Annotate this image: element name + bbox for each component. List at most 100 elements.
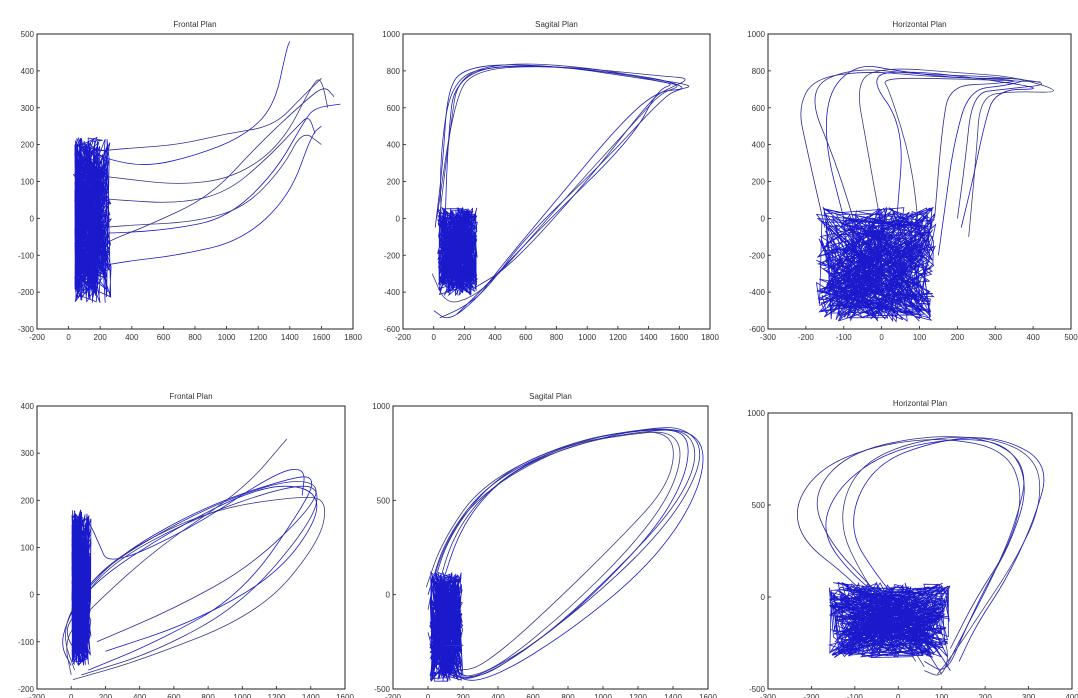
y-tick-label: 300 [21, 104, 35, 113]
x-tick-label: -200 [29, 333, 46, 342]
x-tick-label: 400 [1065, 693, 1078, 698]
x-tick-label: 200 [99, 693, 113, 698]
series-trace [427, 429, 689, 679]
y-tick-label: 600 [387, 104, 401, 113]
x-tick-label: 0 [896, 693, 901, 698]
x-tick-label: 400 [491, 693, 505, 698]
y-tick-label: 600 [752, 104, 766, 113]
series-trace [884, 77, 1041, 237]
y-tick-label: 100 [21, 178, 35, 187]
x-tick-label: -100 [836, 333, 853, 342]
y-tick-label: 1000 [747, 409, 765, 418]
x-tick-label: 1600 [336, 693, 354, 698]
frontal-plan-chart-bottom: Frontal Plan -200 0 200 400 600 800 1000 1200 14… [18, 392, 354, 698]
y-tick-label: 0 [396, 214, 401, 223]
series-trace [66, 438, 288, 675]
y-tick-label: 1000 [372, 402, 390, 411]
x-tick-label: 800 [201, 693, 215, 698]
x-tick-label: -300 [760, 333, 777, 342]
x-tick-label: 800 [550, 333, 564, 342]
series-trace [425, 431, 681, 677]
x-tick-label: 1200 [268, 693, 286, 698]
dense-trace-cluster [828, 581, 951, 659]
y-tick-label: -200 [18, 685, 35, 694]
y-tick-label: -400 [384, 288, 401, 297]
x-tick-label: -200 [385, 693, 402, 698]
x-tick-label: 1000 [594, 693, 612, 698]
y-tick-label: -200 [749, 251, 766, 260]
y-tick-label: 500 [21, 30, 35, 39]
y-tick-label: 200 [21, 496, 35, 505]
dense-trace-cluster [428, 571, 464, 682]
x-tick-label: 0 [426, 693, 431, 698]
series-trace [444, 65, 671, 315]
y-tick-label: 800 [387, 67, 401, 76]
y-tick-label: 400 [21, 402, 35, 411]
x-tick-label: 1800 [701, 333, 719, 342]
chart-title: Frontal Plan [169, 392, 212, 401]
y-tick-label: 200 [387, 178, 401, 187]
series-trace [858, 68, 1054, 237]
y-tick-label: 0 [386, 591, 391, 600]
chart-title: Horizontal Plan [893, 399, 947, 408]
y-tick-label: -200 [384, 251, 401, 260]
y-tick-label: -500 [374, 685, 391, 694]
x-tick-label: 1200 [609, 333, 627, 342]
series-trace [431, 63, 678, 303]
x-tick-label: 200 [456, 693, 470, 698]
x-tick-label: 800 [561, 693, 575, 698]
y-tick-label: 1000 [747, 30, 765, 39]
dense-trace-cluster [74, 136, 113, 303]
axes-frame [767, 33, 1072, 330]
series-trace [439, 65, 690, 319]
y-tick-label: 200 [21, 141, 35, 150]
x-tick-label: 1600 [670, 333, 688, 342]
horizontal-plan-chart-top: Horizontal Plan -300 -200 -100 0 100 200 300 40… [747, 20, 1078, 342]
dense-trace-cluster [437, 206, 478, 297]
x-tick-label: 1000 [578, 333, 596, 342]
chart-title: Horizontal Plan [892, 20, 946, 29]
x-tick-label: 1800 [344, 333, 362, 342]
x-tick-label: -200 [29, 693, 46, 698]
series-trace [65, 496, 326, 680]
y-tick-label: -500 [749, 685, 766, 694]
y-tick-label: 100 [21, 544, 35, 553]
series-trace [66, 485, 318, 676]
x-tick-label: 600 [519, 333, 533, 342]
chart-title: Frontal Plan [173, 20, 216, 29]
sagital-plan-chart-top: Sagital Plan -200 0 200 400 600 800 1000 1200 14… [382, 20, 719, 342]
y-tick-label: -100 [18, 638, 35, 647]
x-tick-label: 100 [935, 693, 949, 698]
y-tick-label: 800 [752, 67, 766, 76]
series-trace [436, 66, 686, 289]
x-tick-label: 200 [94, 333, 108, 342]
x-tick-label: 0 [69, 693, 74, 698]
y-tick-label: 300 [21, 449, 35, 458]
y-tick-label: -600 [384, 325, 401, 334]
series-trace [436, 428, 704, 681]
chart-title: Sagital Plan [529, 392, 572, 401]
series-trace [800, 72, 1015, 228]
series-trace [433, 64, 683, 319]
x-tick-label: -300 [760, 693, 777, 698]
sagital-plan-chart-bottom: Sagital Plan -200 0 200 400 600 800 1000 1200 14… [372, 392, 717, 698]
x-tick-label: 1000 [218, 333, 236, 342]
x-tick-label: 600 [167, 693, 181, 698]
x-tick-label: 600 [526, 693, 540, 698]
y-tick-label: 400 [387, 141, 401, 150]
frontal-plan-chart-top: Frontal Plan -200 0 200 400 600 800 1000 1200 14… [18, 20, 362, 342]
x-tick-label: 1400 [640, 333, 658, 342]
y-tick-label: -200 [18, 288, 35, 297]
y-tick-label: 400 [752, 141, 766, 150]
x-tick-label: 1400 [281, 333, 299, 342]
x-tick-label: 0 [66, 333, 71, 342]
series-trace [62, 476, 313, 671]
y-tick-label: 500 [377, 496, 391, 505]
x-tick-label: 800 [188, 333, 202, 342]
y-tick-label: 200 [752, 178, 766, 187]
y-tick-label: -600 [749, 325, 766, 334]
x-tick-label: 400 [125, 333, 139, 342]
x-tick-label: 0 [431, 333, 436, 342]
x-tick-label: 500 [1064, 333, 1078, 342]
